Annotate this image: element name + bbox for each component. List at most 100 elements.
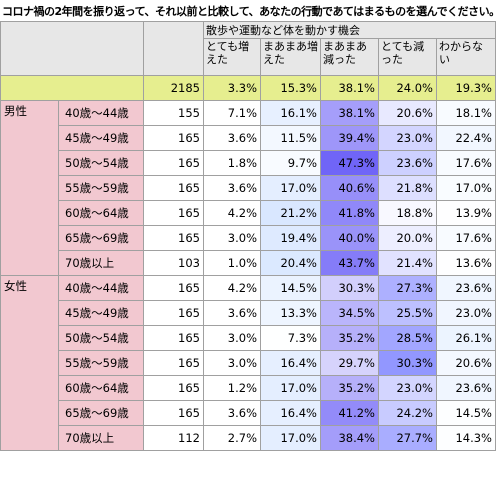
total-value: 19.3% — [436, 75, 496, 101]
value-cell: 4.2% — [203, 200, 261, 226]
age-label: 40歳～44歳 — [58, 100, 144, 126]
total-value: 38.1% — [320, 75, 379, 101]
header-n — [143, 21, 204, 76]
value-cell: 14.5% — [260, 275, 321, 301]
value-cell: 3.6% — [203, 175, 261, 201]
value-cell: 35.2% — [320, 325, 379, 351]
sample-size: 165 — [143, 225, 204, 251]
value-cell: 3.0% — [203, 350, 261, 376]
value-cell: 40.0% — [320, 225, 379, 251]
data-table: 散歩や運動など体を動かす機会 とても増えた まあまあ増えた まあまあ減った とても減った… — [0, 21, 496, 451]
header-corner — [0, 21, 144, 76]
value-cell: 4.2% — [203, 275, 261, 301]
value-cell: 2.7% — [203, 425, 261, 451]
sample-size: 165 — [143, 325, 204, 351]
table-row: 45歳～49歳 165 3.6% 13.3% 34.5% 25.5% 23.0% — [1, 300, 496, 326]
value-cell: 13.6% — [436, 250, 496, 276]
column-header: わからない — [436, 38, 496, 76]
value-cell: 1.0% — [203, 250, 261, 276]
total-label — [0, 75, 144, 101]
value-cell: 16.1% — [260, 100, 321, 126]
total-value: 3.3% — [203, 75, 261, 101]
value-cell: 11.5% — [260, 125, 321, 151]
value-cell: 18.1% — [436, 100, 496, 126]
header-row-columns: とても増えた まあまあ増えた まあまあ減った とても減った わからない — [1, 38, 496, 76]
value-cell: 3.6% — [203, 400, 261, 426]
value-cell: 27.7% — [378, 425, 437, 451]
age-label: 40歳～44歳 — [58, 275, 144, 301]
table-row: 65歳～69歳 165 3.6% 16.4% 41.2% 24.2% 14.5% — [1, 400, 496, 426]
value-cell: 16.4% — [260, 350, 321, 376]
value-cell: 20.6% — [436, 350, 496, 376]
sample-size: 165 — [143, 375, 204, 401]
value-cell: 21.4% — [378, 250, 437, 276]
age-label: 65歳～69歳 — [58, 225, 144, 251]
value-cell: 22.4% — [436, 125, 496, 151]
value-cell: 3.6% — [203, 300, 261, 326]
age-label: 70歳以上 — [58, 425, 144, 451]
age-label: 65歳～69歳 — [58, 400, 144, 426]
value-cell: 19.4% — [260, 225, 321, 251]
value-cell: 23.0% — [378, 125, 437, 151]
sample-size: 165 — [143, 175, 204, 201]
age-label: 45歳～49歳 — [58, 125, 144, 151]
value-cell: 17.6% — [436, 150, 496, 176]
age-label: 45歳～49歳 — [58, 300, 144, 326]
header-question: 散歩や運動など体を動かす機会 — [203, 21, 496, 39]
column-header: とても増えた — [203, 38, 261, 76]
table-row: 60歳～64歳 165 1.2% 17.0% 35.2% 23.0% 23.6% — [1, 375, 496, 401]
column-header: まあまあ減った — [320, 38, 379, 76]
group-label: 女性 — [0, 275, 59, 451]
age-label: 55歳～59歳 — [58, 175, 144, 201]
table-row: 男性 40歳～44歳 155 7.1% 16.1% 38.1% 20.6% 18.1% — [0, 100, 496, 276]
value-cell: 23.6% — [436, 275, 496, 301]
value-cell: 9.7% — [260, 150, 321, 176]
value-cell: 23.0% — [378, 375, 437, 401]
sample-size: 103 — [143, 250, 204, 276]
value-cell: 1.2% — [203, 375, 261, 401]
table-row: 45歳～49歳 165 3.6% 11.5% 39.4% 23.0% 22.4% — [1, 125, 496, 151]
value-cell: 23.0% — [436, 300, 496, 326]
value-cell: 3.6% — [203, 125, 261, 151]
table-row: 60歳～64歳 165 4.2% 21.2% 41.8% 18.8% 13.9% — [1, 200, 496, 226]
value-cell: 47.3% — [320, 150, 379, 176]
column-header: まあまあ増えた — [260, 38, 321, 76]
total-value: 24.0% — [378, 75, 437, 101]
value-cell: 20.0% — [378, 225, 437, 251]
group-label: 男性 — [0, 100, 59, 276]
table-row: 65歳～69歳 165 3.0% 19.4% 40.0% 20.0% 17.6% — [1, 225, 496, 251]
value-cell: 38.4% — [320, 425, 379, 451]
table-row: 50歳～54歳 165 3.0% 7.3% 35.2% 28.5% 26.1% — [1, 325, 496, 351]
value-cell: 21.2% — [260, 200, 321, 226]
sample-size: 165 — [143, 200, 204, 226]
value-cell: 26.1% — [436, 325, 496, 351]
value-cell: 14.3% — [436, 425, 496, 451]
value-cell: 24.2% — [378, 400, 437, 426]
age-label: 50歳～54歳 — [58, 325, 144, 351]
sample-size: 112 — [143, 425, 204, 451]
total-row: 2185 3.3% 15.3% 38.1% 24.0% 19.3% — [0, 75, 496, 101]
value-cell: 13.9% — [436, 200, 496, 226]
table-row: 70歳以上 103 1.0% 20.4% 43.7% 21.4% 13.6% — [1, 250, 496, 276]
value-cell: 23.6% — [378, 150, 437, 176]
value-cell: 17.0% — [260, 375, 321, 401]
value-cell: 14.5% — [436, 400, 496, 426]
table-row: 女性 40歳～44歳 165 4.2% 14.5% 30.3% 27.3% 23.6% — [0, 275, 496, 451]
table-row: 55歳～59歳 165 3.0% 16.4% 29.7% 30.3% 20.6% — [1, 350, 496, 376]
value-cell: 29.7% — [320, 350, 379, 376]
sample-size: 155 — [143, 100, 204, 126]
value-cell: 1.8% — [203, 150, 261, 176]
value-cell: 23.6% — [436, 375, 496, 401]
value-cell: 30.3% — [320, 275, 379, 301]
value-cell: 20.6% — [378, 100, 437, 126]
value-cell: 30.3% — [378, 350, 437, 376]
sample-size: 165 — [143, 300, 204, 326]
header-row-question: 散歩や運動など体を動かす機会 — [0, 21, 496, 76]
age-label: 55歳～59歳 — [58, 350, 144, 376]
table-row: 70歳以上 112 2.7% 17.0% 38.4% 27.7% 14.3% — [1, 425, 496, 451]
column-header: とても減った — [378, 38, 437, 76]
value-cell: 3.0% — [203, 225, 261, 251]
chart-title: コロナ禍の2年間を振り返って、それ以前と比較して、あなたの行動であてはまるものを… — [2, 5, 498, 18]
value-cell: 28.5% — [378, 325, 437, 351]
value-cell: 35.2% — [320, 375, 379, 401]
